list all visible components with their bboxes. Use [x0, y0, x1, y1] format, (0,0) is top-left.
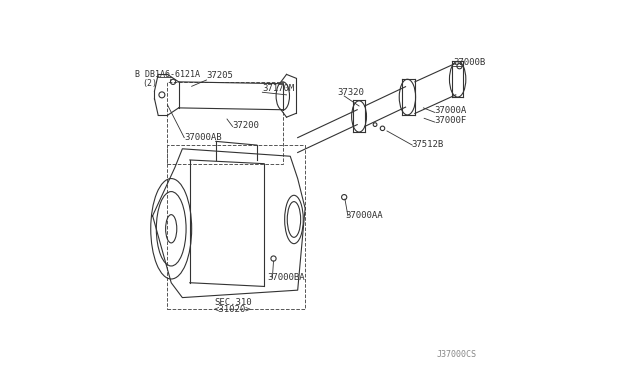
Text: 37000BA: 37000BA: [267, 273, 305, 282]
Text: 37205: 37205: [207, 71, 234, 80]
Text: 37000A: 37000A: [435, 106, 467, 115]
Text: 37000F: 37000F: [435, 116, 467, 125]
Text: B DB1A6-6121A: B DB1A6-6121A: [135, 70, 200, 79]
Text: 37000AB: 37000AB: [184, 132, 222, 141]
Bar: [168, 145, 305, 309]
Text: (2): (2): [142, 79, 157, 88]
Text: 37000B: 37000B: [453, 58, 485, 67]
Bar: [168, 82, 283, 164]
Text: 37320: 37320: [338, 88, 365, 97]
Text: J37000CS: J37000CS: [436, 350, 476, 359]
Text: 37170M: 37170M: [262, 84, 294, 93]
Text: SEC.310: SEC.310: [214, 298, 252, 307]
Text: 37512B: 37512B: [411, 140, 444, 149]
Text: 37200: 37200: [232, 121, 259, 130]
Text: <31020>: <31020>: [214, 305, 252, 314]
Text: 37000AA: 37000AA: [346, 211, 383, 219]
